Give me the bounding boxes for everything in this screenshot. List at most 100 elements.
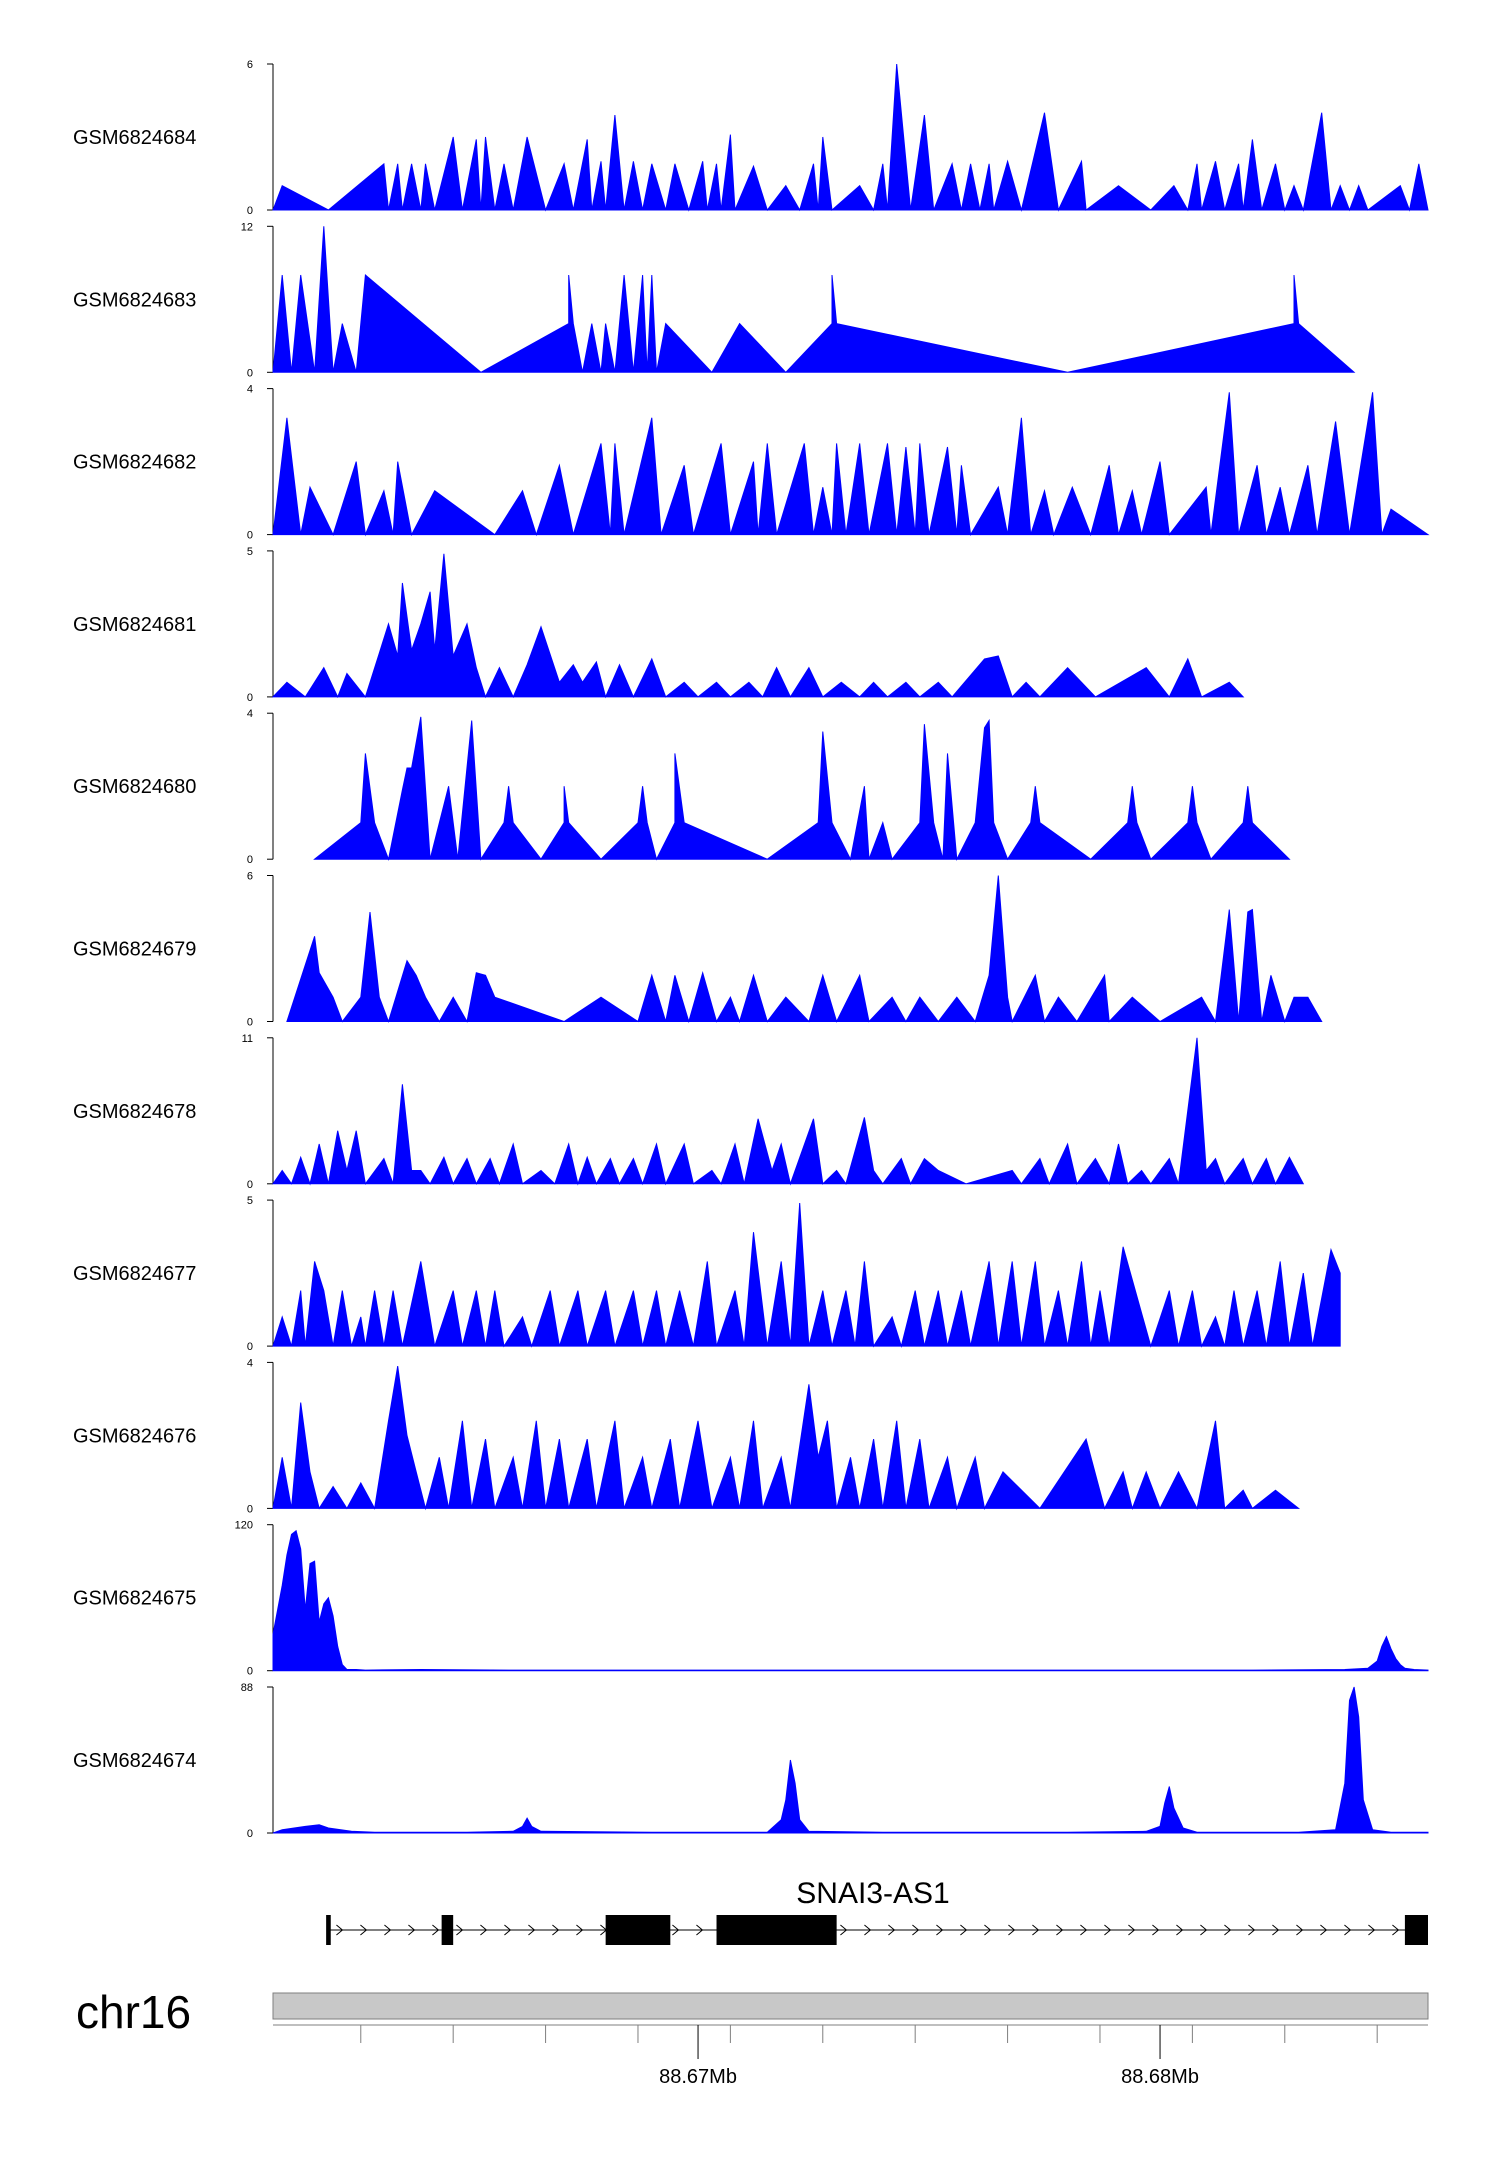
signal-tracks: GSM682468460GSM6824683120GSM682468240GSM…: [73, 59, 1430, 1840]
axis-coordinate-label: 88.68Mb: [1121, 2066, 1199, 2088]
strand-arrow: [432, 1924, 440, 1936]
y-axis-min-label: 0: [247, 205, 253, 217]
y-axis-min-label: 0: [247, 1503, 253, 1515]
y-axis-min-label: 0: [247, 1017, 253, 1029]
y-axis-min-label: 0: [247, 367, 253, 379]
track-GSM6824678: GSM6824678 11 0: [73, 1033, 1305, 1191]
chromosome-ideogram: [272, 1992, 1429, 2020]
track-label: GSM6824677: [73, 1263, 196, 1285]
signal-area: [272, 392, 1430, 537]
track-label: GSM6824680: [73, 776, 196, 798]
strand-arrow: [840, 1924, 848, 1936]
strand-arrow: [864, 1924, 872, 1936]
track-label: GSM6824676: [73, 1425, 196, 1447]
y-axis-min-label: 0: [247, 1666, 253, 1678]
strand-arrow: [1176, 1924, 1184, 1936]
y-axis-max-label: 5: [247, 546, 253, 558]
track-GSM6824683: GSM6824683 12 0: [73, 221, 1356, 379]
y-axis-min-label: 0: [247, 854, 253, 866]
signal-area: [272, 1037, 1305, 1186]
strand-arrow: [1128, 1924, 1136, 1936]
exon-block: [1404, 1915, 1428, 1945]
track-GSM6824674: GSM6824674 88 0: [73, 1682, 1429, 1840]
signal-area: [272, 63, 1429, 212]
y-axis-max-label: 88: [241, 1682, 253, 1694]
strand-arrow: [936, 1924, 944, 1936]
strand-arrow: [456, 1924, 464, 1936]
gene-name-label: SNAI3-AS1: [796, 1877, 949, 1910]
y-axis-min-label: 0: [247, 1179, 253, 1191]
strand-arrow: [528, 1924, 536, 1936]
gene-annotation-track: SNAI3-AS1: [326, 1877, 1428, 1945]
strand-arrow: [480, 1924, 488, 1936]
track-label: GSM6824674: [73, 1750, 196, 1772]
track-label: GSM6824684: [73, 127, 196, 149]
y-axis-max-label: 4: [247, 708, 253, 720]
y-axis-max-label: 5: [247, 1195, 253, 1207]
strand-arrow: [912, 1924, 920, 1936]
strand-arrow: [984, 1924, 992, 1936]
strand-arrow: [1368, 1924, 1376, 1936]
strand-arrow: [888, 1924, 896, 1936]
track-label: GSM6824683: [73, 289, 196, 311]
strand-arrow: [504, 1924, 512, 1936]
signal-area: [272, 1686, 1429, 1834]
track-label: GSM6824678: [73, 1101, 196, 1123]
signal-area: [272, 1202, 1341, 1348]
y-axis-max-label: 11: [242, 1033, 253, 1045]
strand-arrow: [1080, 1924, 1088, 1936]
y-axis-max-label: 4: [247, 384, 253, 396]
track-label: GSM6824681: [73, 614, 196, 636]
track-GSM6824675: GSM6824675 120 0: [73, 1520, 1429, 1678]
signal-area: [272, 1529, 1429, 1672]
strand-arrow: [336, 1924, 344, 1936]
strand-arrow: [1104, 1924, 1112, 1936]
strand-arrow: [1056, 1924, 1064, 1936]
y-axis-max-label: 12: [241, 221, 253, 233]
strand-arrow: [360, 1924, 368, 1936]
strand-arrow: [384, 1924, 392, 1936]
signal-area: [286, 875, 1323, 1024]
signal-area: [271, 553, 1245, 699]
exon-block: [716, 1915, 837, 1945]
exon-block: [326, 1915, 331, 1945]
axis-coordinate-label: 88.67Mb: [659, 2066, 737, 2088]
chromosome-label: chr16: [76, 1986, 191, 2038]
track-GSM6824681: GSM6824681 5 0: [73, 546, 1245, 704]
signal-area: [272, 226, 1356, 374]
strand-arrow: [552, 1924, 560, 1936]
exon-block: [441, 1915, 454, 1945]
track-GSM6824682: GSM6824682 4 0: [73, 384, 1430, 542]
strand-arrow: [1272, 1924, 1280, 1936]
track-GSM6824684: GSM6824684 6 0: [73, 59, 1429, 217]
y-axis-min-label: 0: [247, 530, 253, 542]
signal-area: [313, 716, 1291, 861]
strand-arrow: [1008, 1924, 1016, 1936]
y-axis-max-label: 6: [247, 871, 253, 883]
strand-arrow: [960, 1924, 968, 1936]
exon-block: [605, 1915, 671, 1945]
strand-arrow: [1248, 1924, 1256, 1936]
track-GSM6824680: GSM6824680 4 0: [73, 708, 1291, 866]
track-GSM6824677: GSM6824677 5 0: [73, 1195, 1341, 1353]
y-axis-min-label: 0: [247, 692, 253, 704]
strand-arrow: [1392, 1924, 1400, 1936]
strand-arrow: [1032, 1924, 1040, 1936]
strand-arrow: [1224, 1924, 1232, 1936]
strand-arrow: [576, 1924, 584, 1936]
track-label: GSM6824675: [73, 1588, 196, 1610]
strand-arrow: [1296, 1924, 1304, 1936]
track-GSM6824679: GSM6824679 6 0: [73, 871, 1323, 1029]
strand-arrow: [1320, 1924, 1328, 1936]
track-label: GSM6824682: [73, 452, 196, 474]
y-axis-min-label: 0: [247, 1341, 253, 1353]
genome-axis: chr16 88.67Mb 88.68Mb: [76, 1986, 1429, 2088]
strand-arrow: [672, 1924, 680, 1936]
strand-arrow: [1152, 1924, 1160, 1936]
strand-arrow: [1344, 1924, 1352, 1936]
y-axis-max-label: 4: [247, 1357, 253, 1369]
strand-arrow: [1200, 1924, 1208, 1936]
y-axis-max-label: 120: [235, 1520, 253, 1532]
strand-arrow: [696, 1924, 704, 1936]
